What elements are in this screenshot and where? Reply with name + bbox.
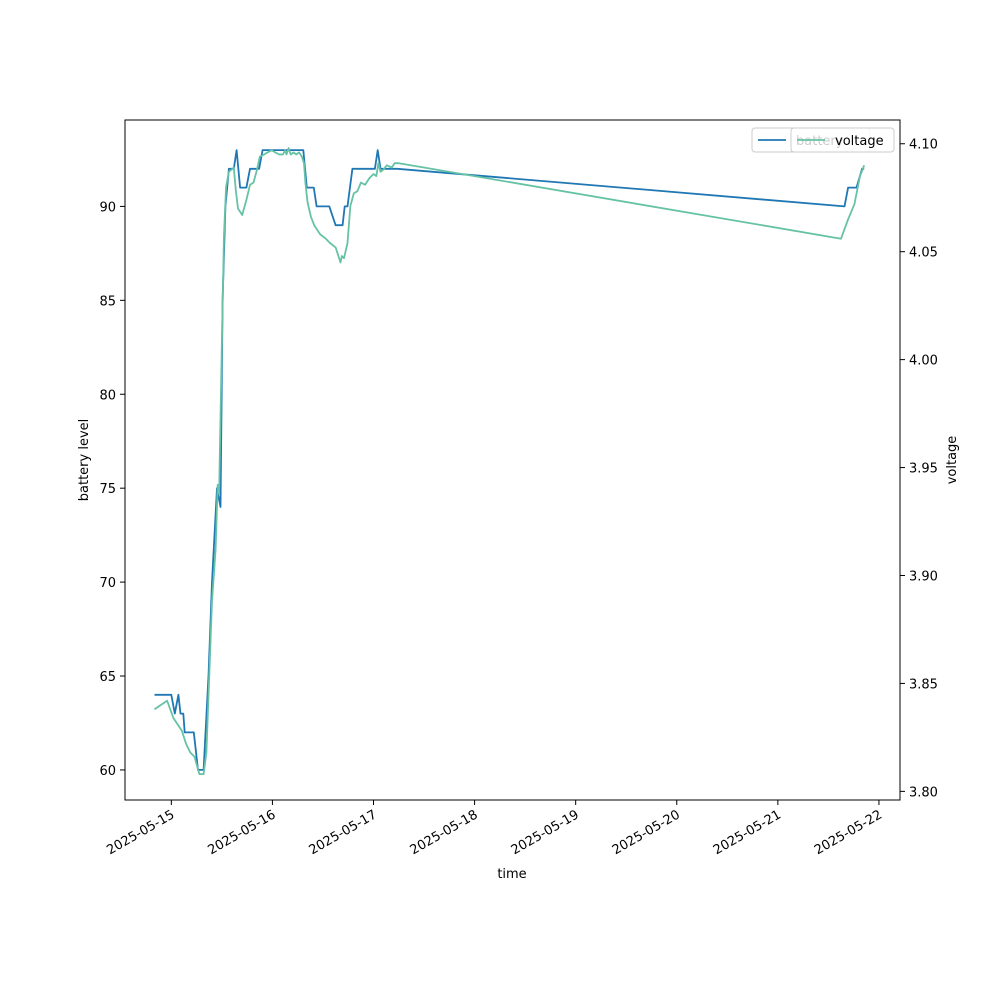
plot-frame	[124, 119, 901, 801]
series-line-battery	[154, 149, 865, 771]
y-right-tick-label: 3.95	[909, 462, 938, 477]
y-left-tick-label: 85	[99, 294, 116, 309]
y-right-axis-title: voltage	[945, 436, 960, 485]
series-layer	[153, 147, 866, 775]
y-left-tick-label: 65	[99, 670, 116, 685]
y-left-tick-label: 60	[99, 764, 116, 779]
y-left-tick-label: 70	[99, 576, 116, 591]
y-right-tick-label: 3.80	[909, 785, 938, 800]
y-left-tick-label: 75	[99, 482, 116, 497]
y-right-tick-label: 4.10	[909, 138, 938, 153]
x-axis-title: time	[497, 867, 526, 882]
y-left-axis-title: battery level	[77, 419, 92, 502]
y-right-tick-label: 3.90	[909, 569, 938, 584]
y-right-tick-label: 3.85	[909, 677, 938, 692]
legend-label-voltage: voltage	[835, 134, 884, 149]
legend-layer: batteryvoltage	[751, 127, 895, 153]
y-left-tick-label: 80	[99, 388, 116, 403]
legend-box	[790, 127, 895, 153]
series-line-voltage	[153, 147, 866, 775]
y-left-tick-label: 90	[99, 200, 116, 215]
y-right-tick-label: 4.05	[909, 246, 938, 261]
y-right-tick-label: 4.00	[909, 354, 938, 369]
